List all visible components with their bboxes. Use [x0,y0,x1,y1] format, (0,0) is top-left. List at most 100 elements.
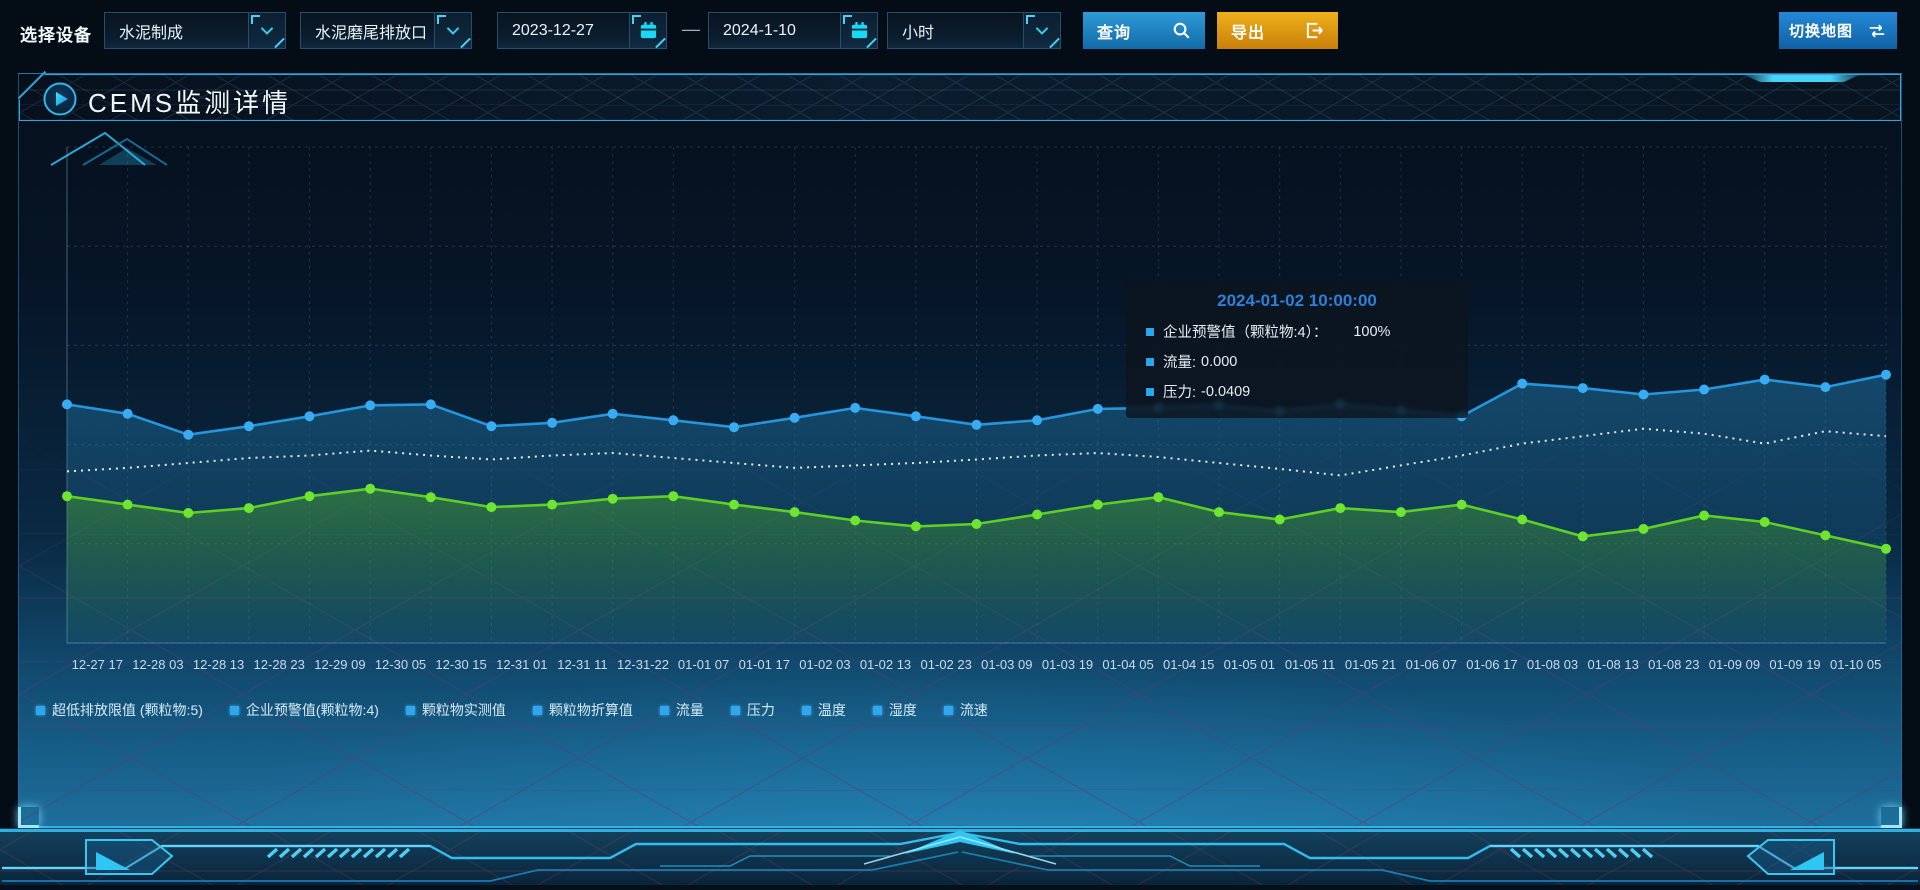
data-point[interactable] [547,417,558,428]
data-point[interactable] [1699,510,1710,521]
x-axis-label: 12-31-22 [617,657,669,672]
legend-item[interactable]: 颗粒物实测值 [405,700,506,720]
tooltip-row-value: 100% [1353,323,1391,340]
interval-select-dropdown-toggle[interactable] [1023,13,1060,49]
tooltip-row: 企业预警值（颗粒物:4）： 100% [1146,321,1448,342]
data-point[interactable] [1881,369,1891,380]
legend-item[interactable]: 企业预警值(颗粒物:4) [229,700,379,720]
tooltip-series-marker-icon [1146,387,1154,396]
data-point[interactable] [607,408,618,419]
data-point[interactable] [1032,509,1043,520]
data-point[interactable] [486,502,497,513]
query-button[interactable]: 查询 [1083,12,1205,49]
data-point[interactable] [1153,492,1164,503]
data-point[interactable] [1638,389,1649,400]
tooltip-series-marker-icon [1146,357,1154,366]
data-point[interactable] [668,415,679,426]
start-date-input[interactable]: 2023-12-27 [497,12,667,49]
data-point[interactable] [1214,507,1224,518]
device-select-dropdown-toggle[interactable] [248,13,285,49]
start-date-picker-toggle[interactable] [629,13,666,49]
interval-select[interactable]: 小时 [887,12,1061,49]
data-point[interactable] [1577,383,1588,394]
data-point[interactable] [243,421,254,432]
data-point[interactable] [62,491,72,502]
data-point[interactable] [1638,523,1649,534]
data-point[interactable] [1820,530,1831,541]
legend-marker-icon [659,705,669,715]
query-button-label: 查询 [1097,24,1132,42]
legend-item[interactable]: 颗粒物折算值 [532,700,633,720]
x-axis-label: 01-10 05 [1830,657,1881,672]
data-point[interactable] [1759,517,1770,527]
x-axis-label: 01-03 09 [981,657,1032,672]
data-point[interactable] [486,421,497,432]
legend-marker-icon [801,705,811,715]
bottom-decoration [0,828,1920,890]
device-select[interactable]: 水泥制成 [104,12,286,49]
data-point[interactable] [1820,382,1831,393]
end-date-picker-toggle[interactable] [840,13,877,49]
data-point[interactable] [183,508,194,518]
data-point[interactable] [1517,378,1528,389]
data-point[interactable] [122,408,133,419]
cems-line-chart[interactable]: 12-27 17 12-28 03 12-28 13 12-28 23 12-29 09… [18,120,1902,716]
data-point[interactable] [243,503,254,514]
outlet-select-dropdown-toggle[interactable] [434,13,471,49]
data-point[interactable] [668,491,679,502]
legend-item[interactable]: 湿度 [872,700,917,720]
end-date-input[interactable]: 2024-1-10 [708,12,878,49]
legend-label: 湿度 [888,702,917,718]
export-button-label: 导出 [1231,24,1266,42]
export-button[interactable]: 导出 [1217,12,1338,49]
data-point[interactable] [122,499,133,510]
data-point[interactable] [304,411,315,422]
outlet-select[interactable]: 水泥磨尾排放口 [300,12,472,49]
legend-marker-icon [730,705,740,715]
data-point[interactable] [547,499,558,510]
data-point[interactable] [1032,415,1043,426]
legend-marker-icon [405,705,415,715]
data-point[interactable] [365,400,376,411]
legend-item[interactable]: 压力 [730,700,775,720]
data-point[interactable] [910,411,921,422]
data-point[interactable] [1517,514,1528,525]
data-point[interactable] [183,429,194,440]
data-point[interactable] [971,419,982,430]
legend-label: 企业预警值(颗粒物:4) [245,702,379,718]
data-point[interactable] [1759,374,1770,385]
data-point[interactable] [1274,514,1285,525]
data-point[interactable] [1092,499,1103,510]
tooltip-row: 压力: -0.0409 [1146,381,1448,402]
corner-fold-icon [251,15,260,24]
data-point[interactable] [789,507,800,518]
data-point[interactable] [729,422,739,433]
legend-item[interactable]: 流量 [659,700,704,720]
data-point[interactable] [304,491,315,502]
data-point[interactable] [365,483,376,494]
data-point[interactable] [1335,503,1346,514]
data-point[interactable] [850,402,861,413]
data-point[interactable] [62,399,72,410]
legend-item[interactable]: 温度 [801,700,846,720]
legend-item[interactable]: 超低排放限值 (颗粒物:5) [36,700,203,720]
data-point[interactable] [789,412,800,423]
data-point[interactable] [850,515,861,526]
data-point[interactable] [1395,507,1406,518]
data-point[interactable] [1456,499,1467,510]
legend-label: 流速 [959,702,988,718]
data-point[interactable] [607,493,618,504]
legend-item[interactable]: 流速 [943,700,988,720]
switch-map-button[interactable]: 切换地图 [1779,12,1897,49]
data-point[interactable] [425,399,436,410]
data-point[interactable] [1881,543,1891,554]
data-point[interactable] [1577,531,1588,542]
data-point[interactable] [425,492,436,503]
data-point[interactable] [1699,384,1710,395]
data-point[interactable] [729,499,739,510]
data-point[interactable] [971,519,982,529]
chart-legend: 超低排放限值 (颗粒物:5) 企业预警值(颗粒物:4) 颗粒物实测值 颗粒物折算值 流量… [36,700,988,720]
data-point[interactable] [1092,403,1103,414]
data-point[interactable] [910,521,921,532]
